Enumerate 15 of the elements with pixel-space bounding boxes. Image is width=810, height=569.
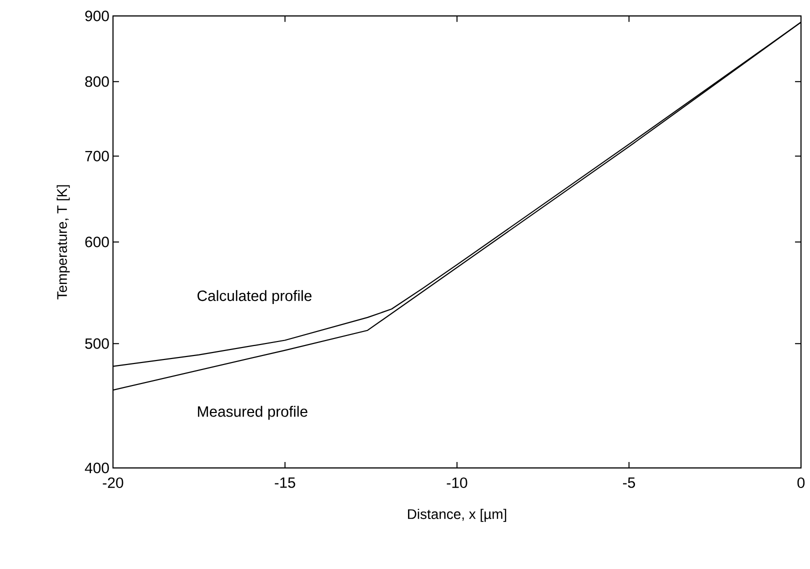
- x-axis-title: Distance, x [µm]: [408, 508, 506, 522]
- y-axis-title: Temperature, T [K]: [56, 185, 70, 300]
- y-tick-label: 700: [85, 150, 109, 162]
- y-tick-label: 500: [85, 338, 109, 349]
- x-tick-label: -5: [623, 477, 636, 488]
- x-tick-label: -20: [102, 477, 124, 488]
- series-label: Calculated profile: [198, 290, 312, 304]
- y-tick-label: 400: [84, 462, 109, 474]
- y-tick-label: 800: [85, 76, 109, 87]
- x-tick-label: 0: [797, 477, 805, 488]
- text: Measured profile: [198, 406, 308, 420]
- y-tick-label: 900: [85, 10, 109, 22]
- x-tick-label: -10: [446, 477, 468, 488]
- y-tick-label: 600: [85, 236, 109, 248]
- x-tick-label: -15: [274, 477, 296, 488]
